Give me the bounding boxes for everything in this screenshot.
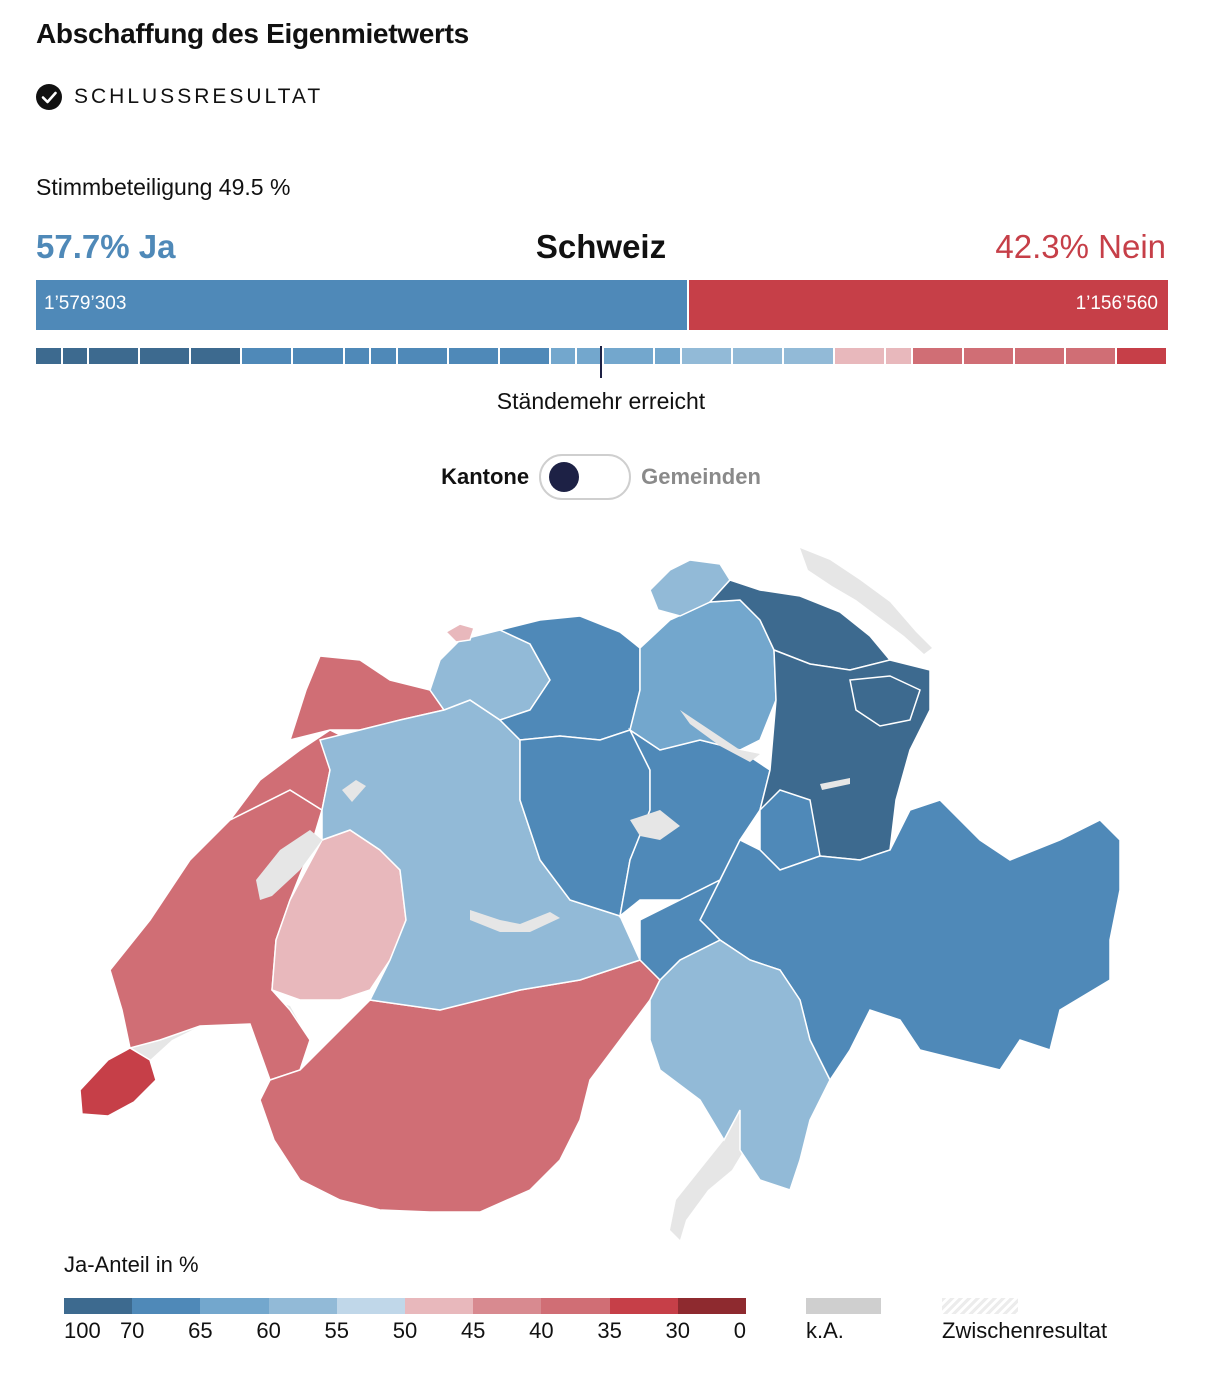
switzerland-canton-map (79, 548, 1121, 1240)
no-count: 1’156’560 (1075, 293, 1158, 314)
toggle-label-gemeinden[interactable]: Gemeinden (641, 464, 761, 489)
toggle-knob[interactable] (549, 462, 580, 492)
legend-tick-label: 0 (733, 1318, 746, 1343)
legend-tick-label: 55 (324, 1318, 350, 1343)
legend-swatch (268, 1298, 337, 1314)
canton-strip-segment (36, 348, 63, 364)
lake-constance (800, 548, 932, 654)
region-label: Schweiz (535, 228, 667, 265)
legend-tick-label: 45 (460, 1318, 486, 1343)
result-status: SCHLUSSRESULTAT (36, 84, 323, 110)
legend-tick-label: 65 (188, 1318, 213, 1343)
canton-strip-segment (448, 348, 500, 364)
yes-count: 1’579’303 (44, 293, 127, 314)
legend-swatch (336, 1298, 406, 1314)
legend-swatch (677, 1298, 747, 1314)
canton-strip-segment (963, 348, 1015, 364)
majority-marker (600, 346, 602, 378)
canton-strip-segment (681, 348, 733, 364)
lake-lucerne (630, 810, 680, 840)
legend-tick-label: 30 (665, 1318, 691, 1343)
status-label: SCHLUSSRESULTAT (74, 85, 324, 108)
legend-no-data-label: k.A. (806, 1318, 844, 1343)
legend-interim-label: Zwischenresultat (942, 1318, 1108, 1343)
canton-strip-segment (577, 348, 605, 364)
canton-strip-segment (550, 348, 578, 364)
canton-strip-segment (62, 348, 90, 364)
no-share-label: 42.3% Nein (995, 228, 1166, 265)
toggle-label-kantone[interactable]: Kantone (441, 464, 530, 489)
no-bar: 1’156’560 (689, 280, 1168, 330)
canton-majority-strip (36, 348, 1169, 364)
canton-strip-segment (1065, 348, 1117, 364)
canton-strip-segment (834, 348, 887, 364)
canton-strip-segment (371, 348, 398, 364)
legend-tick-label: 70 (119, 1318, 145, 1343)
legend-color-scale (64, 1298, 747, 1314)
legend-swatch (609, 1298, 678, 1314)
canton-strip-segment (344, 348, 372, 364)
yes-bar: 1’579’303 (36, 280, 690, 330)
canton-strip-segment (912, 348, 964, 364)
legend-interim-swatch (942, 1298, 1018, 1314)
lake-zurich (680, 710, 760, 762)
legend-tick-label: 60 (256, 1318, 281, 1343)
legend-swatch (541, 1298, 610, 1314)
lake-maggiore (670, 1110, 750, 1240)
lake-biel (342, 780, 366, 802)
canton-basel-stadt[interactable] (444, 623, 475, 643)
view-toggle-row: Kantone Gemeinden (0, 452, 1202, 502)
canton-strip-segment (242, 348, 294, 364)
legend-tick-label: 40 (529, 1318, 554, 1343)
lake-thun-brienz (470, 910, 560, 932)
page-title: Abschaffung des Eigenmietwerts (36, 18, 469, 49)
lake-walensee (820, 778, 850, 790)
canton-strip-segment (1014, 348, 1066, 364)
kantone-gemeinden-toggle[interactable] (539, 454, 632, 500)
legend-no-data-swatch (806, 1298, 881, 1314)
canton-strip-segment (655, 348, 682, 364)
canton-geneva[interactable] (79, 1047, 157, 1117)
legend-swatch (405, 1298, 474, 1314)
result-bar: 1’579’303 1’156’560 (36, 280, 1168, 330)
majority-label: Ständemehr erreicht (496, 388, 706, 414)
legend-tick-label: 50 (392, 1318, 418, 1343)
legend-tick-labels: 100 70 65 60 55 50 45 40 35 30 0 (64, 1318, 746, 1348)
canton-strip-segment (604, 348, 656, 364)
legend-swatch (132, 1298, 201, 1314)
yes-share-label: 57.7% Ja (36, 228, 176, 265)
check-circle-icon (36, 84, 62, 110)
canton-appenzell[interactable] (849, 675, 921, 727)
legend-tick-label: 100 (64, 1318, 101, 1343)
canton-strip-segment (191, 348, 243, 364)
turnout-text: Stimmbeteiligung 49.5 % (36, 174, 291, 200)
legend-tick-label: 35 (597, 1318, 622, 1343)
canton-strip-segment (140, 348, 192, 364)
canton-ticino[interactable] (649, 939, 831, 1191)
canton-strip-segment (886, 348, 913, 364)
legend-swatch (64, 1298, 133, 1314)
legend-title: Ja-Anteil in % (64, 1252, 199, 1277)
canton-uri[interactable] (639, 878, 722, 982)
canton-strip-segment (1116, 348, 1169, 364)
lake-neuchatel (256, 830, 322, 900)
canton-strip-segment (397, 348, 449, 364)
canton-strip-segment (499, 348, 551, 364)
legend-swatch (200, 1298, 269, 1314)
canton-strip-segment (293, 348, 345, 364)
canton-strip-segment (89, 348, 141, 364)
canton-strip-segment (732, 348, 784, 364)
canton-strip-segment (783, 348, 835, 364)
legend-swatch (473, 1298, 542, 1314)
